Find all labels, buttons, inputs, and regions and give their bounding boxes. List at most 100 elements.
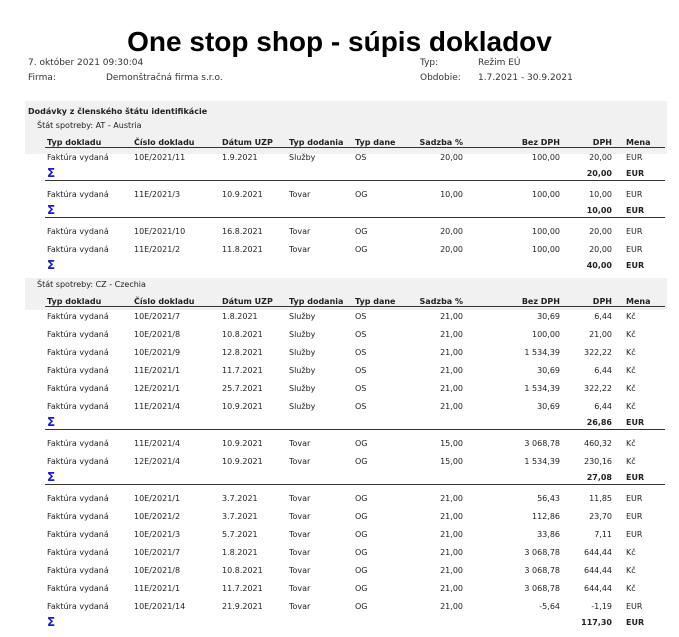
cell-mena: EUR: [626, 530, 643, 539]
cell-mena: EUR: [626, 190, 643, 199]
cell-typ-dodania: Tovar: [289, 457, 311, 466]
cell-mena: Kč: [626, 402, 636, 411]
cell-mena: Kč: [626, 548, 636, 557]
cell-typ-dodania: Tovar: [289, 566, 311, 575]
cell-typ-dokladu: Faktúra vydaná: [47, 457, 109, 466]
table-row[interactable]: Faktúra vydaná 10E/2021/11 1.9.2021 Služby O…: [0, 153, 679, 167]
cell-typ-dane: OG: [355, 439, 368, 448]
cell-mena: Kč: [626, 384, 636, 393]
cell-dph: 6,44: [594, 366, 612, 375]
cell-typ-dodania: Tovar: [289, 530, 311, 539]
cell-sadzba: 15,00: [440, 457, 463, 466]
table-row[interactable]: Faktúra vydaná 10E/2021/8 10.8.2021 Služby O…: [0, 330, 679, 344]
cell-typ-dodania: Tovar: [289, 227, 311, 236]
cell-typ-dokladu: Faktúra vydaná: [47, 366, 109, 375]
cell-typ-dokladu: Faktúra vydaná: [47, 530, 109, 539]
cell-datum-uzp: 3.7.2021: [222, 494, 258, 503]
column-header-row: Typ dokladu Číslo dokladu Dátum UZP Typ dod…: [0, 297, 679, 311]
cell-dph: 20,00: [589, 245, 612, 254]
cell-datum-uzp: 16.8.2021: [222, 227, 263, 236]
table-row[interactable]: Faktúra vydaná 11E/2021/2 11.8.2021 Tovar OG…: [0, 245, 679, 259]
column-header-dph: DPH: [592, 297, 612, 306]
cell-cislo-dokladu: 10E/2021/8: [134, 566, 181, 575]
cell-typ-dokladu: Faktúra vydaná: [47, 312, 109, 321]
cell-cislo-dokladu: 10E/2021/1: [134, 494, 181, 503]
cell-datum-uzp: 10.9.2021: [222, 439, 263, 448]
cell-typ-dokladu: Faktúra vydaná: [47, 153, 109, 162]
cell-datum-uzp: 10.9.2021: [222, 190, 263, 199]
cell-sadzba: 21,00: [440, 494, 463, 503]
section-header-band: [25, 101, 667, 154]
cell-sadzba: 21,00: [440, 602, 463, 611]
sum-icon: Σ: [47, 415, 56, 429]
column-header-bez-dph: Bez DPH: [521, 138, 560, 147]
cell-typ-dane: OG: [355, 190, 368, 199]
sum-icon: Σ: [47, 258, 56, 272]
table-row[interactable]: Faktúra vydaná 10E/2021/14 21.9.2021 Tovar O…: [0, 602, 679, 616]
table-row[interactable]: Faktúra vydaná 10E/2021/8 10.8.2021 Tovar OG…: [0, 566, 679, 580]
table-row[interactable]: Faktúra vydaná 10E/2021/7 1.8.2021 Služby OS…: [0, 312, 679, 326]
column-header-datum-uzp: Dátum UZP: [222, 297, 273, 306]
table-row[interactable]: Faktúra vydaná 10E/2021/1 3.7.2021 Tovar OG 2…: [0, 494, 679, 508]
table-row[interactable]: Faktúra vydaná 12E/2021/4 10.9.2021 Tovar OG…: [0, 457, 679, 471]
table-row[interactable]: Faktúra vydaná 10E/2021/2 3.7.2021 Tovar OG 2…: [0, 512, 679, 526]
firma-label: Firma:: [28, 73, 56, 83]
cell-datum-uzp: 12.8.2021: [222, 348, 263, 357]
column-header-row: Typ dokladu Číslo dokladu Dátum UZP Typ dod…: [0, 138, 679, 152]
cell-sadzba: 10,00: [440, 190, 463, 199]
cell-dph: 644,44: [584, 584, 612, 593]
cell-datum-uzp: 1.8.2021: [222, 548, 258, 557]
table-row[interactable]: Faktúra vydaná 10E/2021/10 16.8.2021 Tovar O…: [0, 227, 679, 241]
table-row[interactable]: Faktúra vydaná 11E/2021/1 11.7.2021 Služby O…: [0, 366, 679, 380]
cell-datum-uzp: 11.7.2021: [222, 366, 263, 375]
cell-cislo-dokladu: 10E/2021/11: [134, 153, 186, 162]
cell-typ-dokladu: Faktúra vydaná: [47, 494, 109, 503]
cell-mena: Kč: [626, 566, 636, 575]
table-row[interactable]: Faktúra vydaná 12E/2021/1 25.7.2021 Služby O…: [0, 384, 679, 398]
cell-cislo-dokladu: 11E/2021/4: [134, 402, 181, 411]
cell-sadzba: 21,00: [440, 348, 463, 357]
cell-datum-uzp: 21.9.2021: [222, 602, 263, 611]
table-row[interactable]: Faktúra vydaná 11E/2021/3 10.9.2021 Tovar OG…: [0, 190, 679, 204]
cell-mena: EUR: [626, 227, 643, 236]
obdobie-value: 1.7.2021 - 30.9.2021: [478, 73, 573, 83]
sum-icon: Σ: [47, 166, 56, 180]
table-row[interactable]: Faktúra vydaná 10E/2021/7 1.8.2021 Tovar OG 2…: [0, 548, 679, 562]
cell-typ-dane: OS: [355, 330, 367, 339]
cell-bez-dph: 100,00: [532, 227, 560, 236]
cell-cislo-dokladu: 10E/2021/8: [134, 330, 181, 339]
cell-bez-dph: 1 534,39: [524, 384, 560, 393]
group-total-value: 26,86: [586, 418, 612, 427]
cell-typ-dodania: Služby: [289, 402, 316, 411]
group-total-row: Σ 10,00 EUR: [0, 203, 679, 220]
table-row[interactable]: Faktúra vydaná 11E/2021/4 10.9.2021 Služby O…: [0, 402, 679, 416]
group-total-currency: EUR: [626, 206, 645, 215]
cell-sadzba: 21,00: [440, 584, 463, 593]
group-total-currency: EUR: [626, 618, 645, 627]
cell-bez-dph: 33,86: [537, 530, 560, 539]
cell-typ-dane: OG: [355, 602, 368, 611]
table-row[interactable]: Faktúra vydaná 10E/2021/3 5.7.2021 Tovar OG 2…: [0, 530, 679, 544]
column-header-typ-dokladu: Typ dokladu: [47, 297, 102, 306]
cell-cislo-dokladu: 11E/2021/1: [134, 584, 181, 593]
state-label: Štát spotreby: CZ - Czechia: [37, 280, 146, 289]
table-row[interactable]: Faktúra vydaná 10E/2021/9 12.8.2021 Služby O…: [0, 348, 679, 362]
sum-icon: Σ: [47, 203, 56, 217]
cell-datum-uzp: 25.7.2021: [222, 384, 263, 393]
cell-typ-dane: OS: [355, 348, 367, 357]
cell-cislo-dokladu: 10E/2021/7: [134, 548, 181, 557]
column-header-mena: Mena: [626, 297, 651, 306]
table-row[interactable]: Faktúra vydaná 11E/2021/1 11.7.2021 Tovar OG…: [0, 584, 679, 598]
group-total-currency: EUR: [626, 473, 645, 482]
group-total-row: Σ 27,08 EUR: [0, 470, 679, 487]
table-row[interactable]: Faktúra vydaná 11E/2021/4 10.9.2021 Tovar OG…: [0, 439, 679, 453]
cell-sadzba: 21,00: [440, 548, 463, 557]
group-divider: [45, 429, 665, 430]
cell-cislo-dokladu: 11E/2021/2: [134, 245, 181, 254]
group-total-currency: EUR: [626, 261, 645, 270]
column-header-cislo-dokladu: Číslo dokladu: [134, 138, 195, 147]
cell-typ-dane: OG: [355, 457, 368, 466]
cell-typ-dodania: Tovar: [289, 584, 311, 593]
cell-mena: EUR: [626, 512, 643, 521]
cell-typ-dokladu: Faktúra vydaná: [47, 384, 109, 393]
